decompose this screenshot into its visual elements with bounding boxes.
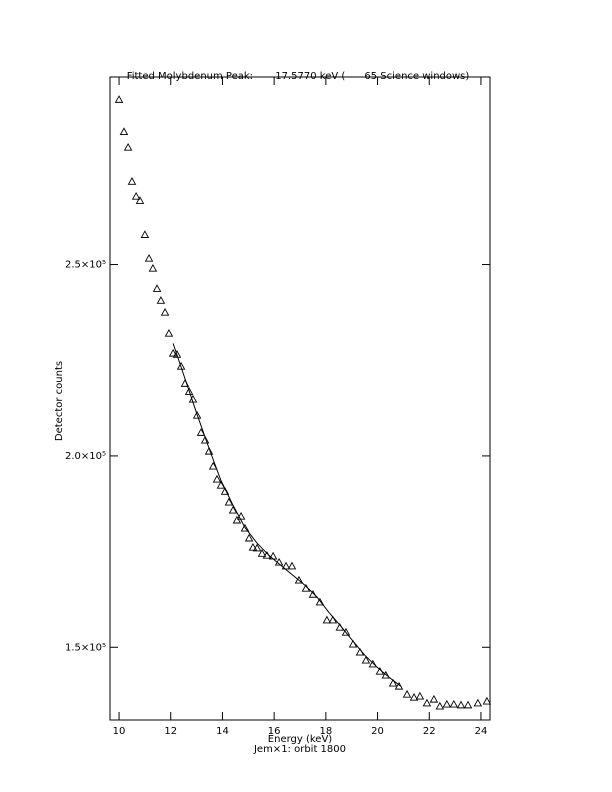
data-point bbox=[188, 394, 198, 403]
data-point bbox=[168, 348, 178, 357]
x-tick-label: 14 bbox=[216, 726, 229, 737]
data-point bbox=[341, 627, 351, 636]
data-point bbox=[375, 666, 385, 675]
data-point bbox=[294, 575, 304, 584]
data-point bbox=[463, 700, 473, 709]
subtitle: Jem×1: orbit 1800 bbox=[253, 744, 346, 755]
data-point bbox=[119, 127, 129, 135]
data-point bbox=[156, 296, 166, 304]
data-point bbox=[348, 639, 358, 648]
data-point bbox=[208, 461, 218, 470]
data-point bbox=[131, 191, 141, 200]
data-point bbox=[442, 699, 452, 708]
data-point bbox=[148, 263, 158, 272]
data-point bbox=[287, 561, 297, 570]
data-point bbox=[204, 446, 214, 455]
x-tick-label: 22 bbox=[423, 726, 436, 737]
data-point bbox=[244, 533, 254, 542]
data-point bbox=[236, 511, 246, 520]
y-tick-label: 1.5×10⁵ bbox=[65, 642, 106, 653]
data-point bbox=[322, 615, 332, 624]
y-tick-label: 2.5×10⁵ bbox=[65, 260, 106, 271]
data-point bbox=[435, 701, 445, 710]
data-point bbox=[228, 505, 238, 514]
data-point bbox=[262, 550, 272, 559]
data-point bbox=[127, 177, 137, 185]
data-point bbox=[216, 480, 226, 489]
x-tick-label: 12 bbox=[164, 726, 177, 737]
data-point bbox=[192, 410, 202, 419]
x-tick-label: 10 bbox=[113, 726, 126, 737]
x-tick-label: 24 bbox=[475, 726, 488, 737]
data-point bbox=[257, 549, 267, 557]
data-point bbox=[473, 698, 483, 707]
data-point bbox=[123, 142, 133, 151]
data-point bbox=[409, 692, 419, 701]
data-point bbox=[212, 474, 222, 483]
data-point bbox=[220, 487, 230, 495]
data-point bbox=[184, 387, 194, 395]
data-point bbox=[315, 597, 325, 606]
data-point bbox=[402, 689, 412, 698]
data-point bbox=[140, 230, 150, 238]
data-point bbox=[200, 435, 210, 444]
y-axis-label: Detector counts bbox=[54, 361, 65, 441]
data-point bbox=[361, 655, 371, 664]
data-point bbox=[172, 350, 182, 358]
data-point bbox=[114, 95, 124, 103]
x-tick-label: 16 bbox=[268, 726, 281, 737]
data-point bbox=[449, 699, 459, 708]
data-point bbox=[224, 497, 234, 506]
data-point bbox=[240, 523, 250, 532]
data-point bbox=[252, 543, 262, 552]
data-point bbox=[422, 698, 432, 707]
fit-line bbox=[172, 343, 402, 687]
data-point bbox=[328, 615, 338, 624]
x-axis-label: Energy (keV) bbox=[268, 734, 333, 745]
data-point bbox=[394, 681, 404, 690]
data-point bbox=[335, 622, 345, 631]
data-point bbox=[164, 329, 174, 337]
data-point bbox=[368, 659, 378, 668]
data-point bbox=[196, 428, 206, 436]
data-point bbox=[274, 557, 284, 566]
data-point bbox=[456, 700, 466, 709]
data-point bbox=[355, 647, 365, 656]
data-point bbox=[308, 590, 318, 598]
data-point bbox=[144, 253, 154, 262]
plot-frame bbox=[109, 76, 491, 721]
data-point bbox=[482, 696, 492, 705]
data-point bbox=[180, 379, 190, 387]
data-point bbox=[301, 583, 311, 592]
data-point bbox=[135, 196, 145, 204]
data-point bbox=[429, 694, 439, 703]
data-point bbox=[160, 307, 170, 316]
data-point bbox=[152, 284, 162, 292]
x-tick-label: 18 bbox=[319, 726, 332, 737]
x-tick-label: 20 bbox=[371, 726, 384, 737]
data-point bbox=[415, 691, 425, 700]
data-point bbox=[388, 678, 398, 687]
data-point bbox=[232, 515, 242, 524]
data-point bbox=[281, 561, 291, 570]
data-point bbox=[381, 670, 391, 679]
data-point bbox=[268, 551, 278, 560]
data-point bbox=[176, 361, 186, 370]
y-tick-label: 2.0×10⁵ bbox=[65, 451, 106, 462]
data-point bbox=[248, 542, 258, 551]
